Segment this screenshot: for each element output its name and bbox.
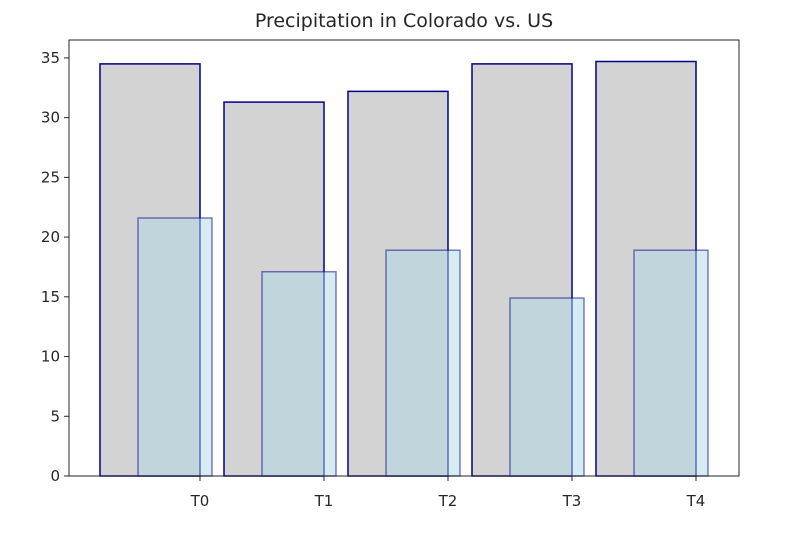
plot-area-frame — [68, 39, 740, 477]
bar-series-2-T2 — [385, 249, 461, 477]
y-tick-label: 15 — [41, 288, 60, 306]
chart-title: Precipitation in Colorado vs. US — [255, 10, 553, 32]
y-tick-label: 0 — [50, 467, 60, 485]
y-tick-label: 10 — [41, 348, 60, 366]
x-tick-label: T1 — [314, 492, 334, 510]
y-tick-label: 5 — [50, 407, 60, 425]
bar-series-2-T1 — [261, 270, 337, 477]
y-tick-label: 20 — [41, 228, 60, 246]
bar-series-2-T3 — [509, 297, 585, 477]
y-tick-label: 35 — [41, 49, 60, 67]
x-tick-label: T0 — [190, 492, 210, 510]
x-tick-label: T3 — [562, 492, 582, 510]
y-axis: 0 5 10 15 20 25 30 35 — [41, 49, 69, 485]
x-axis: T0 T1 T2 T3 T4 — [190, 476, 706, 510]
bar-series-2-T4 — [633, 249, 709, 477]
series-2-bars — [137, 217, 709, 477]
bar-series-2-T0 — [137, 217, 213, 477]
y-tick-label: 30 — [41, 109, 60, 127]
x-tick-label: T2 — [438, 492, 458, 510]
x-tick-label: T4 — [686, 492, 706, 510]
y-tick-label: 25 — [41, 168, 60, 186]
